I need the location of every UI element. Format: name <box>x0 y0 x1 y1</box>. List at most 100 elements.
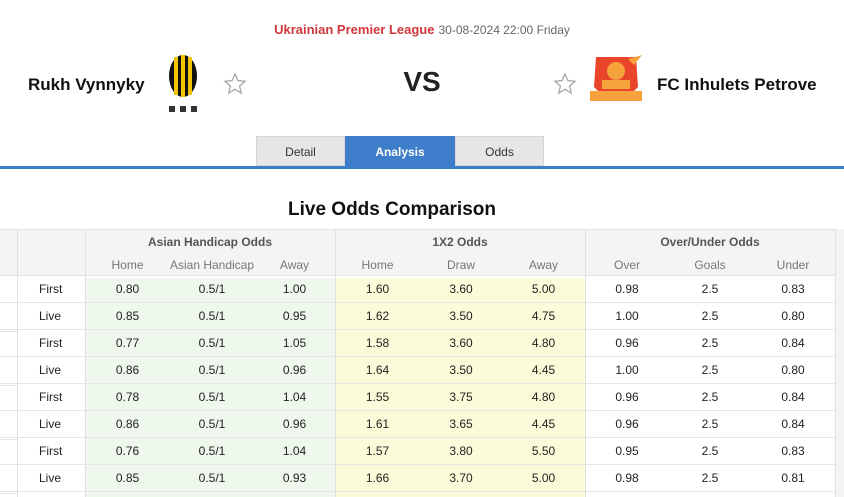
ah-handicap: 0.5/1 <box>198 309 226 323</box>
row-label: First <box>39 444 63 458</box>
tab-detail[interactable]: Detail <box>256 136 345 166</box>
ah-home-odds: 0.80 <box>115 282 140 296</box>
ou-goals: 2.5 <box>701 471 719 485</box>
row-label: First <box>39 336 63 350</box>
match-datetime: 30-08-2024 22:00 Friday <box>438 23 570 37</box>
ou-goals: 2.5 <box>701 336 719 350</box>
x12-away-odds: 4.45 <box>531 417 556 431</box>
row-label: Live <box>39 309 62 323</box>
group-asian-handicap: Asian Handicap Odds <box>147 235 273 249</box>
ah-home-odds: 0.78 <box>115 390 140 404</box>
ou-over-odds: 0.95 <box>615 444 639 458</box>
ou-under-odds: 0.81 <box>781 471 805 485</box>
x12-highlight <box>335 278 585 497</box>
row-label: First <box>39 282 63 296</box>
favorite-star-icon[interactable] <box>223 72 247 96</box>
section-title: Live Odds Comparison <box>288 199 496 220</box>
ah-home-odds: 0.76 <box>115 444 140 458</box>
group-over-under: Over/Under Odds <box>660 235 760 249</box>
table-row[interactable]: Live 0.86 0.5/1 0.96 1.64 3.50 4.45 1.00 2.5 0.80 <box>0 357 844 384</box>
x12-home-odds: 1.61 <box>365 417 390 431</box>
row-label: Live <box>39 471 62 485</box>
ou-under-odds: 0.84 <box>781 417 805 431</box>
ou-over-odds: 0.96 <box>615 390 639 404</box>
ou-over-odds: 0.98 <box>615 471 639 485</box>
match-info: Ukrainian Premier League 30-08-2024 22:00… <box>0 22 844 37</box>
x12-away-odds: 4.80 <box>531 390 556 404</box>
x12-away-odds: 4.80 <box>531 336 556 350</box>
match-tabs: Detail Analysis Odds <box>256 136 544 166</box>
x12-home-odds: 1.57 <box>365 444 390 458</box>
x12-home-odds: 1.66 <box>365 471 390 485</box>
ou-goals: 2.5 <box>701 363 719 377</box>
away-team-name[interactable]: FC Inhulets Petrove <box>657 75 817 94</box>
ah-away-odds: 0.95 <box>282 309 307 323</box>
ah-handicap: 0.5/1 <box>198 363 226 377</box>
tab-analysis[interactable]: Analysis <box>345 136 455 166</box>
x12-away-odds: 5.00 <box>531 471 556 485</box>
x12-home-odds: 1.60 <box>365 282 390 296</box>
ah-home-odds: 0.85 <box>115 309 140 323</box>
table-scrollbar[interactable] <box>835 229 844 497</box>
table-row[interactable]: First 0.77 0.5/1 1.05 1.58 3.60 4.80 0.96 2.5 0.8… <box>0 330 844 357</box>
ah-home-odds: 0.86 <box>115 417 140 431</box>
x12-away-odds: 4.45 <box>531 363 556 377</box>
x12-home-odds: 1.62 <box>365 309 390 323</box>
ou-under-odds: 0.84 <box>781 390 805 404</box>
ou-under-odds: 0.80 <box>781 363 805 377</box>
col-ah-away: Away <box>279 257 310 272</box>
ah-handicap: 0.5/1 <box>198 282 226 296</box>
favorite-star-icon[interactable] <box>553 72 577 96</box>
vs-label: VS <box>403 66 441 97</box>
table-row[interactable]: Live 0.85 0.5/1 0.95 1.62 3.50 4.75 1.00 2.5 0.80 <box>0 303 844 330</box>
table-row[interactable]: First 0.80 0.5/1 1.00 1.60 3.60 5.00 0.98 2.5 0.8… <box>0 276 844 303</box>
table-group-header: Asian Handicap Odds 1X2 Odds Over/Under … <box>0 229 844 254</box>
ou-under-odds: 0.83 <box>781 444 805 458</box>
x12-draw-odds: 3.75 <box>449 390 473 404</box>
x12-draw-odds: 3.50 <box>449 363 473 377</box>
x12-away-odds: 4.75 <box>531 309 556 323</box>
x12-away-odds: 5.50 <box>531 444 556 458</box>
ah-handicap: 0.5/1 <box>198 390 226 404</box>
group-1x2: 1X2 Odds <box>432 235 488 249</box>
ah-away-odds: 0.93 <box>282 471 307 485</box>
ou-goals: 2.5 <box>701 309 719 323</box>
ou-over-odds: 0.96 <box>615 336 639 350</box>
col-ah-home: Home <box>111 257 144 272</box>
ou-over-odds: 1.00 <box>615 363 639 377</box>
ah-away-odds: 1.04 <box>282 390 307 404</box>
ah-away-odds: 0.96 <box>282 417 307 431</box>
col-1x2-home: Home <box>361 257 394 272</box>
x12-home-odds: 1.55 <box>365 390 390 404</box>
table-row[interactable]: Live 0.85 0.5/1 0.93 1.66 3.70 5.00 0.98 2.5 0.81 <box>0 465 844 492</box>
league-name[interactable]: Ukrainian Premier League <box>274 22 435 37</box>
ou-under-odds: 0.84 <box>781 336 805 350</box>
col-ou-goals: Goals <box>694 257 726 272</box>
x12-draw-odds: 3.50 <box>449 309 473 323</box>
divider <box>85 229 86 497</box>
tab-odds[interactable]: Odds <box>455 136 544 166</box>
ou-over-odds: 0.98 <box>615 282 639 296</box>
x12-away-odds: 5.00 <box>531 282 556 296</box>
table-row[interactable]: Live 0.86 0.5/1 0.96 1.61 3.65 4.45 0.96 2.5 0.84 <box>0 411 844 438</box>
ou-under-odds: 0.83 <box>781 282 805 296</box>
ou-goals: 2.5 <box>701 417 719 431</box>
ou-over-odds: 1.00 <box>615 309 639 323</box>
ah-handicap: 0.5/1 <box>198 471 226 485</box>
tab-underline <box>0 166 844 169</box>
home-team-name[interactable]: Rukh Vynnyky <box>28 75 145 94</box>
table-row[interactable]: First 0.78 0.5/1 1.04 1.55 3.75 4.80 0.96 2.5 0.8… <box>0 384 844 411</box>
col-1x2-away: Away <box>528 257 559 272</box>
inhulets-logo <box>590 55 642 101</box>
table-body: First 0.80 0.5/1 1.00 1.60 3.60 5.00 0.98 2.5 0.8… <box>0 276 844 492</box>
x12-home-odds: 1.64 <box>365 363 390 377</box>
ah-away-odds: 1.00 <box>282 282 307 296</box>
divider <box>335 229 336 497</box>
ah-home-odds: 0.77 <box>115 336 140 350</box>
ah-handicap: 0.5/1 <box>198 417 226 431</box>
x12-draw-odds: 3.70 <box>449 471 473 485</box>
odds-table: Asian Handicap Odds 1X2 Odds Over/Under … <box>0 229 844 492</box>
table-row[interactable]: First 0.76 0.5/1 1.04 1.57 3.80 5.50 0.95 2.5 0.8… <box>0 438 844 465</box>
ah-away-odds: 1.05 <box>282 336 307 350</box>
col-ou-over: Over <box>613 257 640 272</box>
